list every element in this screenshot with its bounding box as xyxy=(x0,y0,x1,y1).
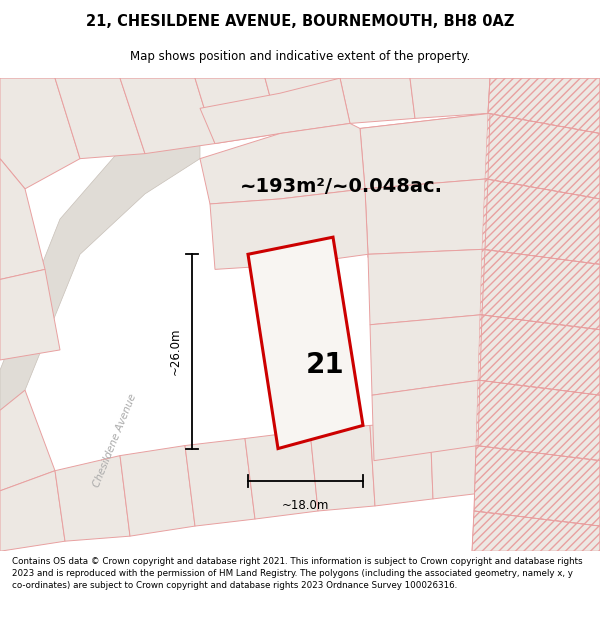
Polygon shape xyxy=(0,390,55,491)
Polygon shape xyxy=(490,78,600,360)
Text: Map shows position and indicative extent of the property.: Map shows position and indicative extent… xyxy=(130,50,470,62)
Polygon shape xyxy=(0,269,60,360)
Polygon shape xyxy=(372,380,480,461)
Polygon shape xyxy=(210,189,368,269)
Text: Contains OS data © Crown copyright and database right 2021. This information is : Contains OS data © Crown copyright and d… xyxy=(12,557,583,590)
Text: ~193m²/~0.048ac.: ~193m²/~0.048ac. xyxy=(240,177,443,196)
Polygon shape xyxy=(340,78,415,123)
Polygon shape xyxy=(195,78,280,144)
Polygon shape xyxy=(474,446,600,526)
Polygon shape xyxy=(0,78,80,189)
Polygon shape xyxy=(55,456,130,541)
Polygon shape xyxy=(360,113,490,189)
Polygon shape xyxy=(360,113,490,189)
Polygon shape xyxy=(368,249,485,325)
Polygon shape xyxy=(472,511,600,551)
Polygon shape xyxy=(370,315,482,395)
Polygon shape xyxy=(430,416,483,499)
Polygon shape xyxy=(480,249,600,330)
Polygon shape xyxy=(245,431,318,519)
Polygon shape xyxy=(410,78,490,118)
Polygon shape xyxy=(485,113,600,199)
Polygon shape xyxy=(248,237,363,449)
Text: 21: 21 xyxy=(305,351,344,379)
Polygon shape xyxy=(200,78,350,144)
Text: ~26.0m: ~26.0m xyxy=(169,328,182,375)
Polygon shape xyxy=(0,471,65,551)
Polygon shape xyxy=(268,279,345,418)
Text: ~18.0m: ~18.0m xyxy=(282,499,329,512)
Polygon shape xyxy=(310,426,375,511)
Polygon shape xyxy=(185,439,255,526)
Polygon shape xyxy=(478,315,600,395)
Polygon shape xyxy=(365,179,488,254)
Polygon shape xyxy=(120,78,215,154)
Polygon shape xyxy=(55,78,145,159)
Polygon shape xyxy=(200,123,365,204)
Polygon shape xyxy=(370,421,433,506)
Polygon shape xyxy=(476,380,600,461)
Polygon shape xyxy=(488,78,600,134)
Text: Chesildene Avenue: Chesildene Avenue xyxy=(92,392,139,489)
Polygon shape xyxy=(0,159,45,279)
Polygon shape xyxy=(0,108,200,411)
Polygon shape xyxy=(265,78,350,134)
Polygon shape xyxy=(482,179,600,264)
Polygon shape xyxy=(365,179,488,258)
Text: 21, CHESILDENE AVENUE, BOURNEMOUTH, BH8 0AZ: 21, CHESILDENE AVENUE, BOURNEMOUTH, BH8 … xyxy=(86,14,514,29)
Polygon shape xyxy=(120,446,195,536)
